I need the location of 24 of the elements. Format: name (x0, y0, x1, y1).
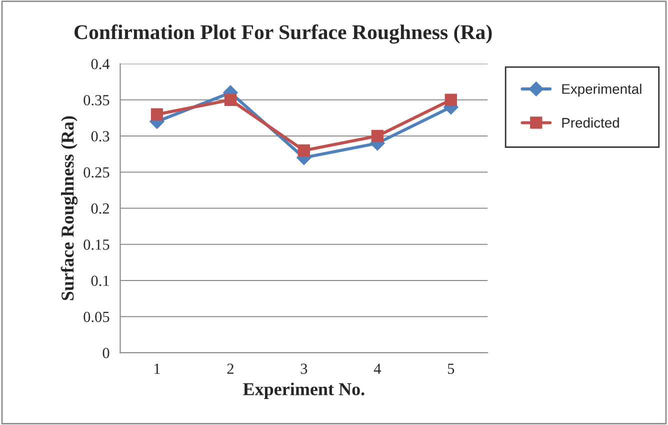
x-tick-label: 4 (374, 364, 381, 374)
x-tick-label: 2 (227, 364, 234, 374)
y-tick-label: 0.05 (84, 312, 110, 322)
y-axis-title: Surface Roughness (Ra) (60, 116, 78, 300)
chart-title: Confirmation Plot For Surface Roughness (Ra) (74, 24, 492, 44)
y-tick-label: 0.15 (84, 240, 110, 250)
x-axis-title: Experiment No. (243, 382, 364, 399)
x-tick-label: 1 (154, 364, 160, 374)
y-tick-label: 0.4 (91, 58, 110, 70)
y-tick-label: 0.3 (91, 131, 110, 142)
legend-label: Predicted (562, 118, 619, 128)
y-tick-label: 0 (102, 348, 110, 358)
point (224, 94, 237, 106)
y-tick-label: 0.35 (84, 95, 110, 106)
y-tick-label: 0.1 (91, 276, 109, 286)
x-tick-label: 3 (300, 364, 308, 374)
point (150, 108, 164, 120)
y-tick-label: 0.2 (91, 203, 109, 214)
point (444, 94, 457, 106)
y-tick-label: 0.25 (84, 167, 110, 178)
point (371, 130, 384, 142)
point (298, 144, 310, 157)
legend-label: Experimental (562, 84, 642, 97)
x-tick-label: 5 (448, 364, 454, 374)
